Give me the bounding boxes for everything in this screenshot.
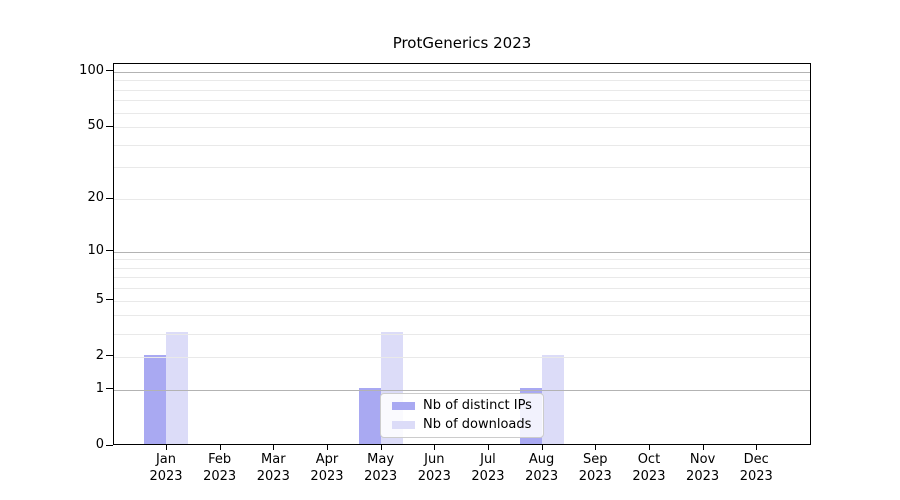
gridline-minor-3	[114, 333, 810, 335]
gridline-major-100	[114, 71, 810, 73]
gridline-minor-50	[114, 127, 810, 129]
legend-label-downloads: Nb of downloads	[423, 417, 532, 432]
y-tick-mark-20	[106, 197, 113, 199]
x-tick-mark-jun-2023	[434, 445, 436, 450]
x-tick-mark-sep-2023	[595, 445, 597, 450]
y-tick-mark-100	[106, 70, 113, 72]
gridline-minor-7	[114, 277, 810, 279]
gridline-major-10	[114, 251, 810, 253]
x-tick-label-oct-2023: Oct 2023	[632, 452, 666, 484]
y-tick-mark-0	[106, 444, 113, 446]
x-tick-mark-jul-2023	[487, 445, 489, 450]
gridline-minor-8	[114, 267, 810, 269]
x-tick-label-sep-2023: Sep 2023	[578, 452, 612, 484]
gridline-minor-80	[114, 89, 810, 91]
y-tick-mark-50	[106, 125, 113, 127]
gridline-minor-40	[114, 144, 810, 146]
x-tick-mark-may-2023	[380, 445, 382, 450]
x-tick-label-feb-2023: Feb 2023	[203, 452, 237, 484]
x-tick-label-jul-2023: Jul 2023	[471, 452, 505, 484]
gridline-minor-70	[114, 100, 810, 102]
gridline-minor-60	[114, 112, 810, 114]
chart-title: ProtGenerics 2023	[392, 34, 532, 52]
legend: Nb of distinct IPs Nb of downloads	[380, 393, 544, 438]
x-tick-label-aug-2023: Aug 2023	[525, 452, 559, 484]
gridline-minor-2	[114, 356, 810, 358]
x-tick-label-apr-2023: Apr 2023	[310, 452, 344, 484]
x-tick-mark-dec-2023	[756, 445, 758, 450]
x-tick-mark-nov-2023	[702, 445, 704, 450]
x-tick-mark-oct-2023	[648, 445, 650, 450]
x-tick-label-jan-2023: Jan 2023	[149, 452, 183, 484]
gridline-minor-9	[114, 259, 810, 261]
x-tick-mark-mar-2023	[273, 445, 275, 450]
y-tick-label-100: 100	[79, 62, 104, 78]
legend-label-distinct-ips: Nb of distinct IPs	[423, 398, 532, 413]
x-tick-mark-apr-2023	[326, 445, 328, 450]
y-tick-label-5: 5	[95, 291, 104, 307]
y-tick-label-0: 0	[95, 437, 104, 452]
x-tick-label-jun-2023: Jun 2023	[417, 452, 451, 484]
y-tick-mark-5	[106, 299, 113, 301]
y-tick-label-20: 20	[87, 190, 104, 206]
bar-distinct-ips-may-2023	[358, 387, 381, 444]
legend-swatch-downloads	[392, 421, 415, 429]
gridline-minor-6	[114, 288, 810, 290]
bar-distinct-ips-jan-2023	[144, 354, 166, 444]
legend-item-downloads: Nb of downloads	[392, 418, 543, 432]
y-tick-label-1: 1	[95, 380, 104, 396]
gridline-minor-30	[114, 167, 810, 169]
y-tick-mark-1	[106, 388, 113, 390]
legend-swatch-distinct-ips	[392, 402, 415, 410]
gridline-minor-4	[114, 315, 810, 317]
x-tick-label-nov-2023: Nov 2023	[686, 452, 720, 484]
bar-downloads-jan-2023	[166, 331, 188, 444]
x-tick-mark-aug-2023	[541, 445, 543, 450]
x-tick-mark-feb-2023	[219, 445, 221, 450]
gridline-minor-20	[114, 199, 810, 201]
x-tick-label-mar-2023: Mar 2023	[256, 452, 290, 484]
y-tick-label-10: 10	[87, 242, 104, 258]
gridline-minor-90	[114, 80, 810, 82]
y-tick-mark-10	[106, 250, 113, 251]
gridline-major-1	[114, 389, 810, 391]
bar-downloads-aug-2023	[541, 354, 564, 444]
x-tick-label-may-2023: May 2023	[364, 452, 398, 484]
gridline-minor-5	[114, 300, 810, 302]
legend-item-distinct-ips: Nb of distinct IPs	[392, 399, 543, 413]
y-tick-label-2: 2	[95, 347, 104, 363]
x-tick-label-dec-2023: Dec 2023	[739, 452, 773, 484]
x-tick-mark-jan-2023	[166, 445, 167, 450]
plot-area: Nb of distinct IPs Nb of downloads	[113, 63, 811, 445]
y-tick-mark-2	[106, 355, 113, 357]
y-tick-label-50: 50	[87, 118, 104, 134]
